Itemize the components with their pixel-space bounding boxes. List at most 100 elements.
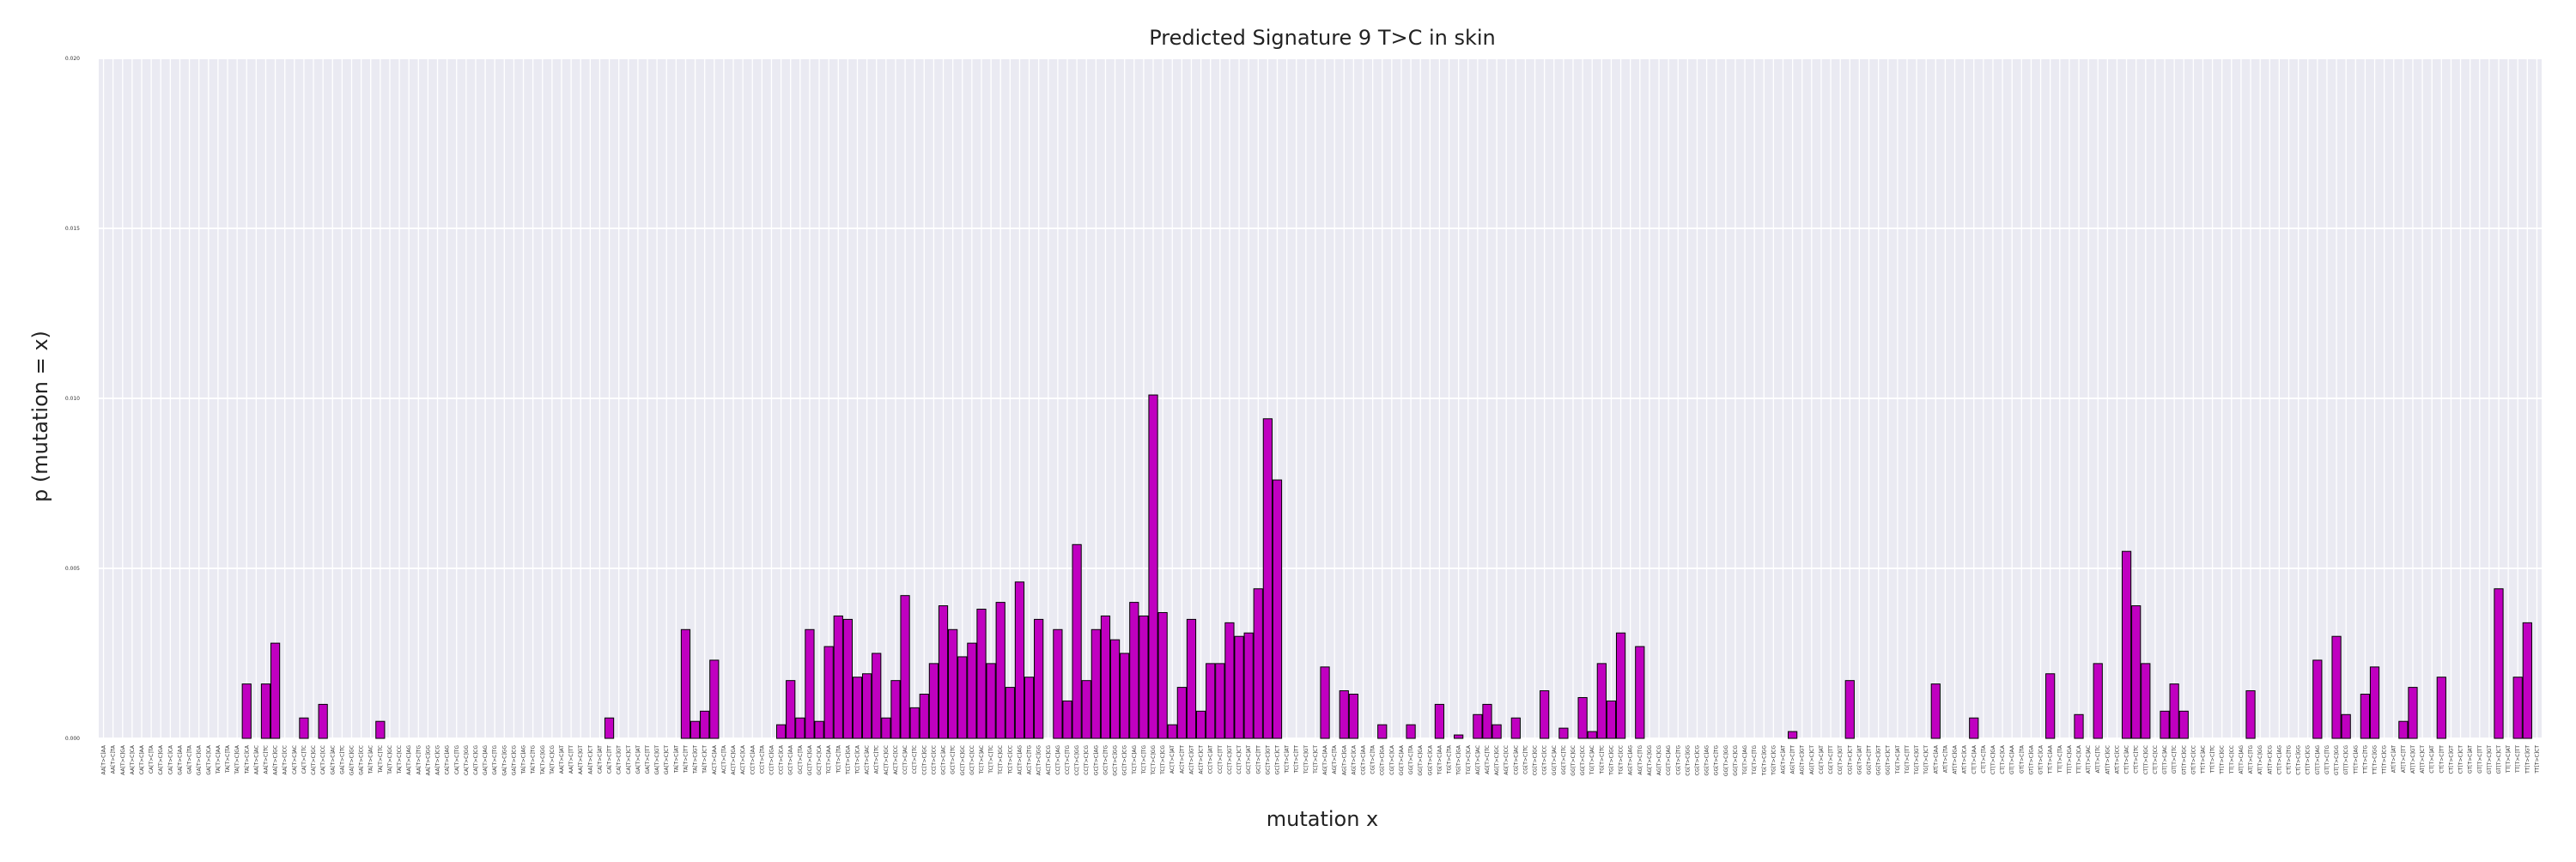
bar	[795, 717, 805, 739]
x-tick-label: GT[T>C]GC	[2181, 745, 2187, 775]
bar	[2045, 673, 2056, 739]
bar	[1062, 700, 1072, 739]
x-tick-label: CT[T>C]GC	[2143, 745, 2149, 774]
x-tick-label: AC[T>C]GT	[1188, 745, 1194, 774]
x-tick-label: CT[T>C]AC	[2124, 745, 2130, 774]
x-tick-label: CT[T>C]AA	[1971, 744, 1978, 774]
x-tick-label: GG[T>C]TG	[1714, 745, 1720, 776]
bar	[1434, 703, 1445, 739]
x-tick-label: TT[T>C]AG	[2353, 745, 2359, 775]
x-tick-label: GA[T>C]AT	[635, 745, 641, 774]
x-tick-label: CG[T>C]GG	[1685, 745, 1691, 776]
x-tick-label: CT[T>C]GA	[1990, 744, 1996, 774]
x-tick-label: AA[T>C]TA	[111, 744, 117, 774]
x-tick-label: GA[T>C]CA	[206, 744, 212, 775]
x-tick-label: GT[T>C]CC	[2190, 745, 2196, 774]
bar	[1081, 680, 1091, 739]
x-tick-label: CT[T>C]GG	[2296, 745, 2302, 775]
x-tick-label: GG[T>C]TT	[1867, 745, 1873, 774]
bar	[881, 717, 891, 739]
x-tick-label: AC[T>C]TA	[721, 744, 727, 774]
bar	[1014, 581, 1025, 739]
x-tick-label: AT[T>C]AG	[2239, 745, 2245, 774]
x-tick-label: AG[T>C]CG	[1656, 745, 1662, 775]
x-tick-label: CG[T>C]CC	[1542, 745, 1548, 775]
x-tick-label: TT[T>C]AC	[2200, 745, 2206, 774]
bar	[1348, 694, 1359, 739]
x-tick-label: TC[T>C]AT	[1285, 745, 1291, 774]
bar	[1320, 666, 1330, 739]
x-tick-label: AG[T>C]GC	[1494, 745, 1500, 775]
x-tick-label: GG[T>C]CG	[1733, 745, 1739, 776]
bar	[1129, 602, 1139, 739]
x-tick-label: TT[T>C]AT	[2506, 745, 2512, 774]
x-tick-label: TC[T>C]GT	[1303, 745, 1309, 775]
x-tick-label: GC[T>C]CA	[817, 744, 823, 775]
x-tick-label: AC[T>C]AG	[1017, 745, 1023, 775]
x-tick-label: AC[T>C]TT	[1179, 745, 1185, 774]
bar	[786, 680, 796, 739]
x-tick-label: GA[T>C]AG	[483, 745, 489, 775]
x-tick-label: CT[T>C]CA	[2000, 744, 2006, 774]
x-tick-label: GA[T>C]AC	[330, 745, 336, 775]
bar	[1788, 731, 1798, 739]
x-tick-label: CG[T>C]GT	[1838, 745, 1844, 775]
bar	[700, 710, 710, 739]
x-tick-label: GT[T>C]TC	[2172, 745, 2178, 774]
x-tick-label: TG[T>C]TT	[1905, 745, 1911, 774]
x-tick-label: GG[T>C]AT	[1856, 745, 1862, 775]
x-tick-label: TG[T>C]GT	[1914, 745, 1920, 775]
x-tick-label: TA[T>C]TA	[225, 744, 231, 774]
x-tick-label: TC[T>C]TG	[1141, 745, 1147, 775]
x-tick-label: GG[T>C]GT	[1876, 745, 1882, 775]
x-tick-label: AA[T>C]AG	[406, 745, 412, 775]
bar	[1234, 635, 1244, 739]
x-tick-label: TA[T>C]GA	[234, 744, 240, 775]
x-tick-label: AT[T>C]AC	[2086, 745, 2092, 774]
x-tick-label: GC[T>C]AT	[1246, 745, 1252, 774]
bar	[2331, 635, 2342, 739]
x-tick-label: CT[T>C]TG	[2287, 745, 2293, 774]
bars	[241, 394, 2532, 739]
x-tick-label: GT[T>C]GG	[2334, 745, 2340, 775]
x-tick-label: TC[T>C]CC	[1007, 745, 1013, 774]
x-tick-label: TC[T>C]GC	[998, 745, 1004, 775]
x-tick-label: GG[T>C]TA	[1408, 744, 1414, 774]
bar	[680, 628, 691, 739]
x-tick-label: AG[T>C]CC	[1504, 745, 1510, 775]
x-tick-label: TG[T>C]TC	[1599, 745, 1605, 774]
x-tick-label: AT[T>C]TC	[2095, 745, 2101, 773]
x-tick-label: CC[T>C]GC	[921, 745, 927, 775]
x-tick-label: TG[T>C]CA	[1466, 744, 1472, 775]
bar	[1406, 724, 1416, 739]
x-tick-label: GT[T>C]TA	[2019, 744, 2025, 774]
bar	[1206, 663, 1216, 739]
bar	[957, 656, 968, 739]
bar	[775, 724, 787, 739]
bar	[1844, 680, 1855, 739]
x-tick-label: TG[T>C]CC	[1619, 745, 1625, 775]
x-tick-label: TT[T>C]CC	[2229, 745, 2235, 774]
x-tick-label: CG[T>C]AT	[1819, 745, 1825, 774]
bar	[604, 717, 615, 739]
x-tick-label: GC[T>C]GC	[960, 745, 966, 775]
bar	[1215, 663, 1225, 739]
x-tick-label: CG[T>C]CG	[1694, 745, 1700, 776]
x-tick-label: CA[T>C]AT	[597, 745, 603, 774]
x-tick-label: AT[T>C]GA	[1953, 744, 1959, 774]
x-tick-label: CT[T>C]CG	[2306, 745, 2312, 775]
x-tick-label: TA[T>C]CA	[244, 744, 250, 774]
x-tick-label: GT[T>C]AC	[2162, 745, 2168, 774]
bar	[241, 683, 252, 739]
bar	[1148, 394, 1158, 739]
x-tick-label: GC[T>C]CG	[1122, 745, 1128, 776]
x-tick-label: GC[T>C]CT	[1274, 745, 1280, 775]
x-tick-label: AC[T>C]AA	[712, 744, 718, 774]
x-tick-label: GT[T>C]GT	[2487, 745, 2493, 774]
x-tick-label: AG[T>C]TA	[1332, 744, 1338, 774]
bar	[1224, 622, 1235, 739]
x-tick-label: TC[T>C]TC	[988, 745, 994, 774]
x-tick-label: TC[T>C]GG	[1151, 745, 1157, 776]
bar	[862, 673, 872, 739]
x-tick-label: CT[T>C]AT	[2429, 745, 2435, 774]
